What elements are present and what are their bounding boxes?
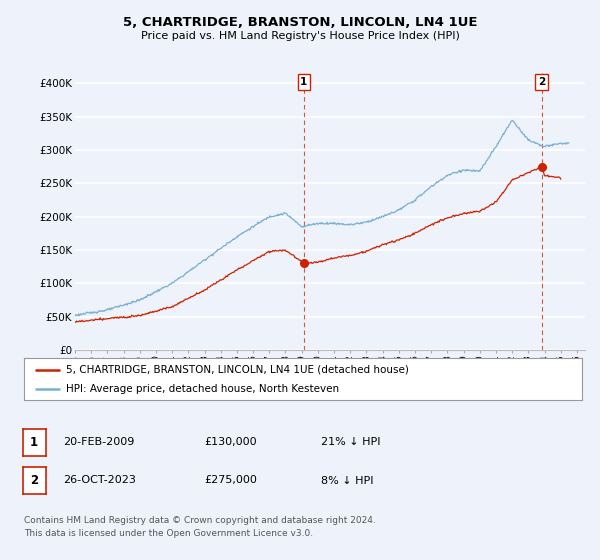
Text: 2: 2 — [538, 77, 545, 87]
Text: HPI: Average price, detached house, North Kesteven: HPI: Average price, detached house, Nort… — [66, 384, 339, 394]
Text: £275,000: £275,000 — [204, 475, 257, 486]
Text: 1: 1 — [30, 436, 38, 449]
Text: 2: 2 — [30, 474, 38, 487]
Text: 1: 1 — [300, 77, 307, 87]
Text: Price paid vs. HM Land Registry's House Price Index (HPI): Price paid vs. HM Land Registry's House … — [140, 31, 460, 41]
Text: 5, CHARTRIDGE, BRANSTON, LINCOLN, LN4 1UE (detached house): 5, CHARTRIDGE, BRANSTON, LINCOLN, LN4 1U… — [66, 365, 409, 375]
Text: Contains HM Land Registry data © Crown copyright and database right 2024.
This d: Contains HM Land Registry data © Crown c… — [24, 516, 376, 538]
Text: 20-FEB-2009: 20-FEB-2009 — [63, 437, 134, 447]
Text: 26-OCT-2023: 26-OCT-2023 — [63, 475, 136, 486]
Text: 8% ↓ HPI: 8% ↓ HPI — [321, 475, 373, 486]
Text: £130,000: £130,000 — [204, 437, 257, 447]
Text: 5, CHARTRIDGE, BRANSTON, LINCOLN, LN4 1UE: 5, CHARTRIDGE, BRANSTON, LINCOLN, LN4 1U… — [123, 16, 477, 29]
Text: 21% ↓ HPI: 21% ↓ HPI — [321, 437, 380, 447]
